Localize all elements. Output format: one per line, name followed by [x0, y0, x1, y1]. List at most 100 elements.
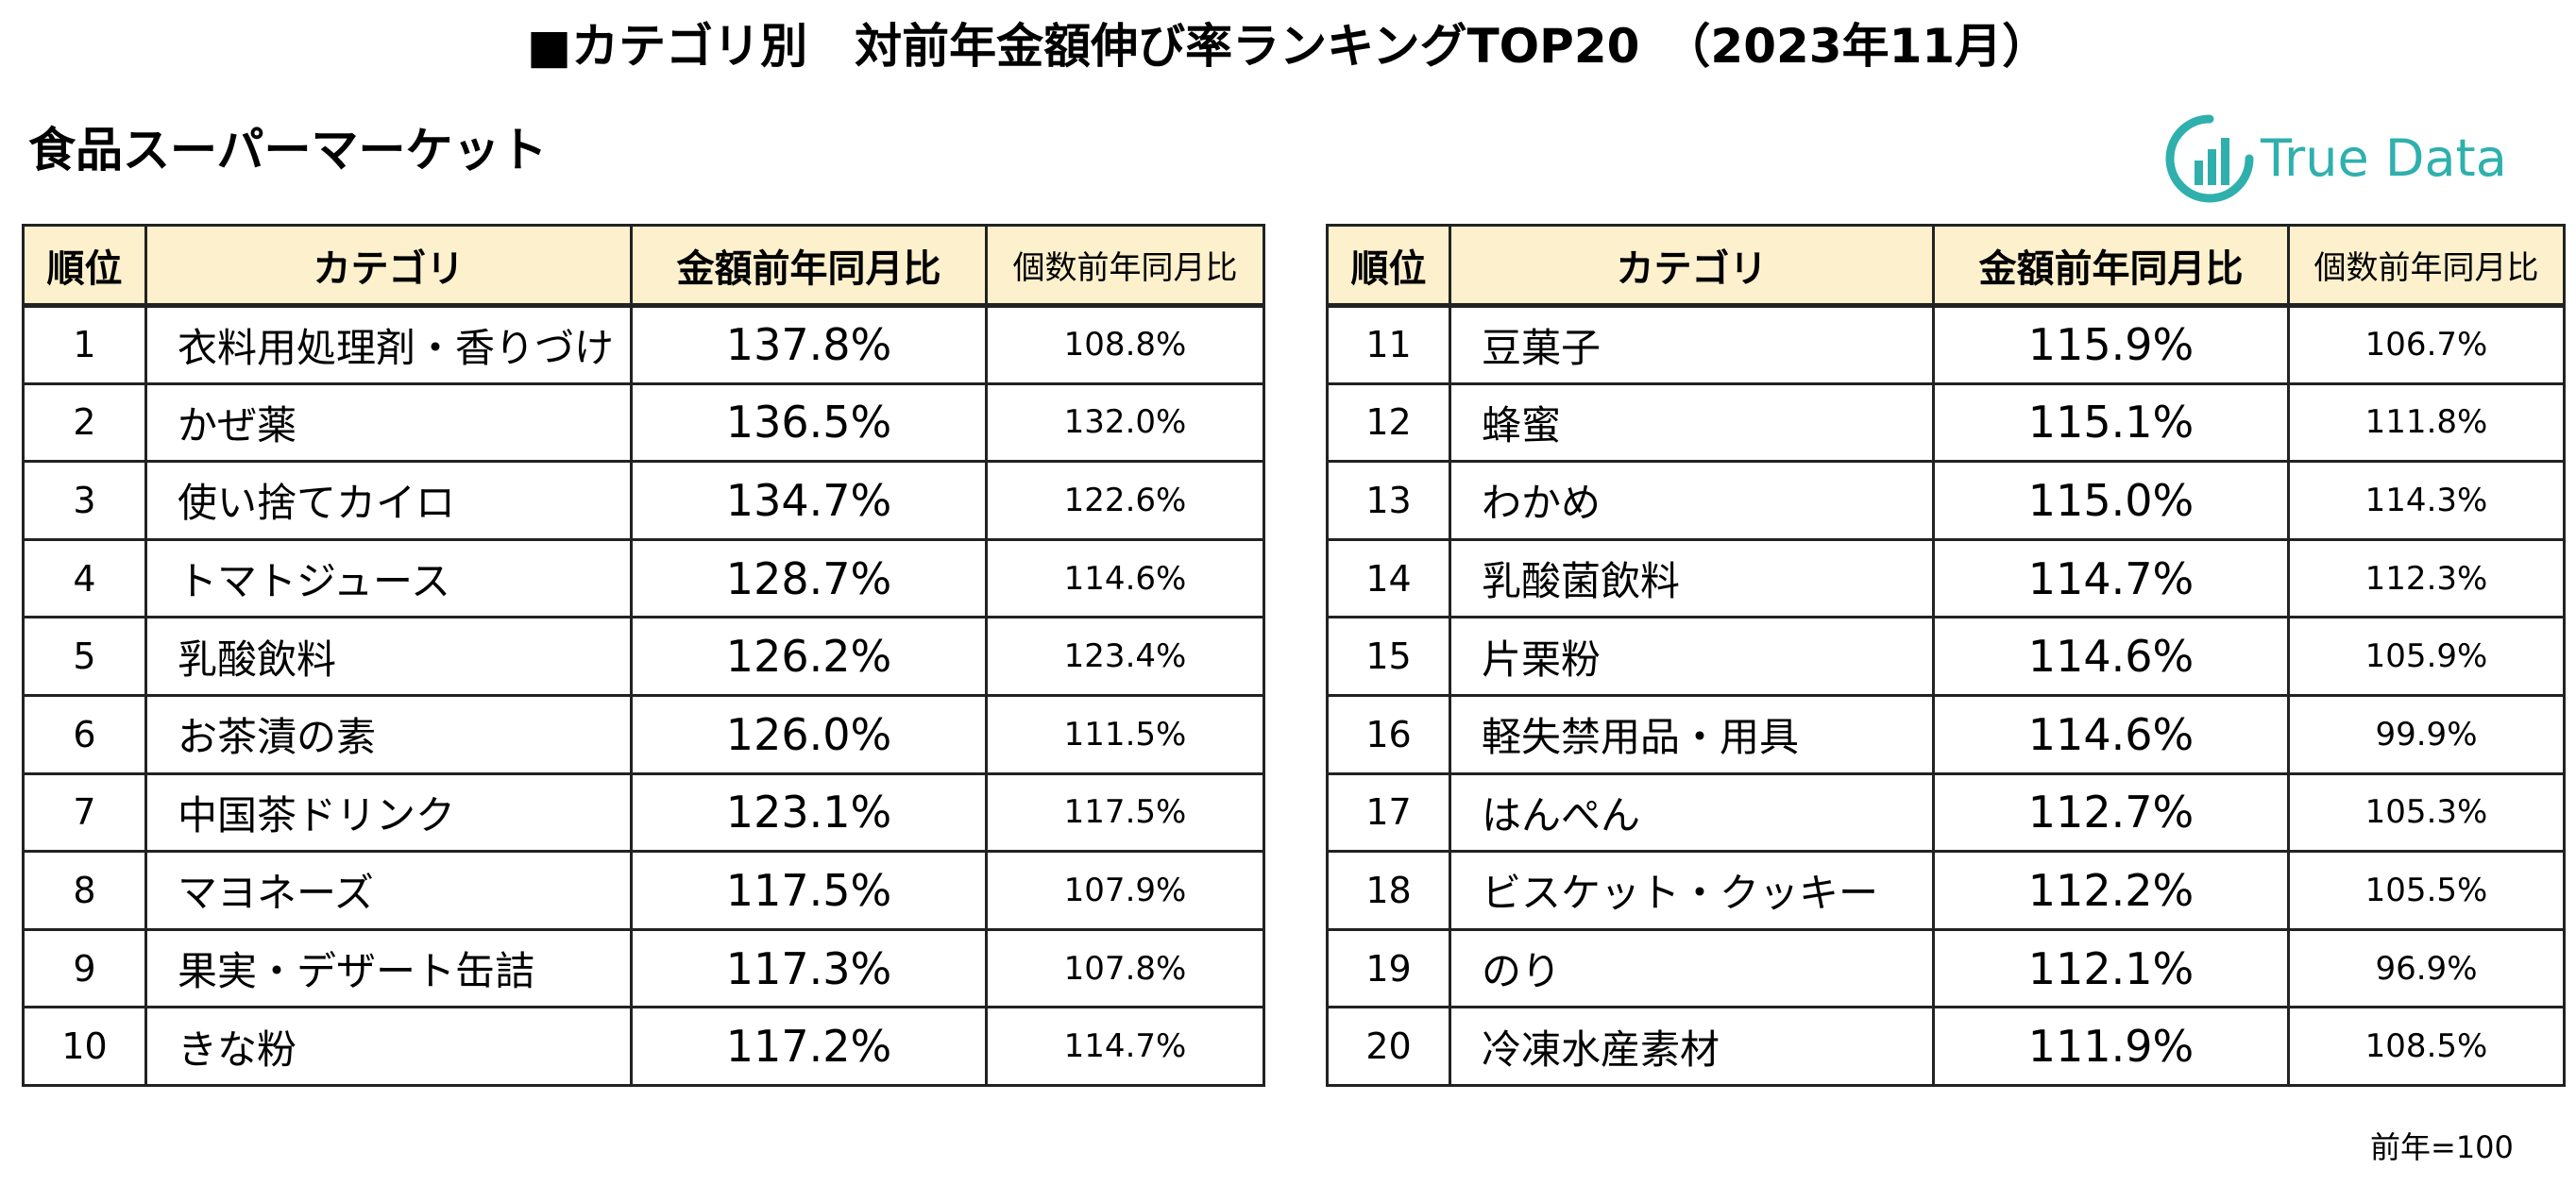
quantity-cell: 108.5% — [2287, 1006, 2566, 1087]
rank-cell: 11 — [1326, 304, 1451, 385]
rank-cell: 20 — [1326, 1006, 1451, 1087]
quantity-cell: 107.9% — [985, 850, 1265, 931]
amount-cell: 111.9% — [1932, 1006, 2290, 1087]
table-row: 1 衣料用処理剤・香りづけ 137.8% 108.8% — [22, 304, 1265, 385]
table-header-row: 順位 カテゴリ 金額前年同月比 個数前年同月比 — [1326, 224, 2566, 308]
table-row: 7 中国茶ドリンク 123.1% 117.5% — [22, 771, 1265, 854]
header-quantity: 個数前年同月比 — [985, 224, 1265, 308]
quantity-cell: 108.8% — [985, 304, 1265, 385]
category-cell: 片栗粉 — [1449, 616, 1935, 697]
header-amount: 金額前年同月比 — [1932, 224, 2290, 308]
table-row: 19 のり 112.1% 96.9% — [1326, 927, 2566, 1009]
table-row: 10 きな粉 117.2% 114.7% — [22, 1006, 1265, 1087]
table-row: 3 使い捨てカイロ 134.7% 122.6% — [22, 460, 1265, 541]
table-row: 9 果実・デザート缶詰 117.3% 107.8% — [22, 927, 1265, 1009]
category-cell: 使い捨てカイロ — [144, 460, 633, 541]
bar-chart-circle-icon — [2165, 114, 2254, 203]
rank-cell: 6 — [22, 693, 147, 775]
quantity-cell: 117.5% — [985, 771, 1265, 854]
quantity-cell: 111.5% — [985, 693, 1265, 775]
rank-cell: 7 — [22, 771, 147, 854]
amount-cell: 115.9% — [1932, 304, 2290, 385]
category-cell: 果実・デザート缶詰 — [144, 927, 633, 1009]
category-cell: 蜂蜜 — [1449, 381, 1935, 464]
quantity-cell: 105.5% — [2287, 850, 2566, 931]
category-cell: 冷凍水産素材 — [1449, 1006, 1935, 1087]
amount-cell: 114.6% — [1932, 693, 2290, 775]
quantity-cell: 111.8% — [2287, 381, 2566, 464]
quantity-cell: 106.7% — [2287, 304, 2566, 385]
amount-cell: 112.1% — [1932, 927, 2290, 1009]
table-row: 2 かぜ薬 136.5% 132.0% — [22, 381, 1265, 464]
amount-cell: 112.2% — [1932, 850, 2290, 931]
category-cell: マヨネーズ — [144, 850, 633, 931]
header-category: カテゴリ — [144, 224, 633, 308]
rank-cell: 19 — [1326, 927, 1451, 1009]
rank-cell: 16 — [1326, 693, 1451, 775]
rank-cell: 1 — [22, 304, 147, 385]
table-row: 17 はんぺん 112.7% 105.3% — [1326, 771, 2566, 854]
header-amount: 金額前年同月比 — [630, 224, 988, 308]
category-cell: はんぺん — [1449, 771, 1935, 854]
table-row: 8 マヨネーズ 117.5% 107.9% — [22, 850, 1265, 931]
rank-cell: 18 — [1326, 850, 1451, 931]
quantity-cell: 114.7% — [985, 1006, 1265, 1087]
category-cell: お茶漬の素 — [144, 693, 633, 775]
amount-cell: 136.5% — [630, 381, 988, 464]
rank-cell: 3 — [22, 460, 147, 541]
amount-cell: 114.6% — [1932, 616, 2290, 697]
table-row: 20 冷凍水産素材 111.9% 108.5% — [1326, 1006, 2566, 1087]
table-row: 5 乳酸飲料 126.2% 123.4% — [22, 616, 1265, 697]
ranking-table-left: 順位 カテゴリ 金額前年同月比 個数前年同月比 1 衣料用処理剤・香りづけ 137.… — [22, 224, 1265, 1087]
amount-cell: 126.2% — [630, 616, 988, 697]
quantity-cell: 112.3% — [2287, 537, 2566, 619]
rank-cell: 15 — [1326, 616, 1451, 697]
category-cell: 衣料用処理剤・香りづけ — [144, 304, 633, 385]
table-row: 6 お茶漬の素 126.0% 111.5% — [22, 693, 1265, 775]
quantity-cell: 107.8% — [985, 927, 1265, 1009]
header-quantity: 個数前年同月比 — [2287, 224, 2566, 308]
amount-cell: 115.1% — [1932, 381, 2290, 464]
amount-cell: 115.0% — [1932, 460, 2290, 541]
table-row: 13 わかめ 115.0% 114.3% — [1326, 460, 2566, 541]
amount-cell: 137.8% — [630, 304, 988, 385]
table-row: 4 トマトジュース 128.7% 114.6% — [22, 537, 1265, 619]
quantity-cell: 114.3% — [2287, 460, 2566, 541]
quantity-cell: 132.0% — [985, 381, 1265, 464]
amount-cell: 123.1% — [630, 771, 988, 854]
amount-cell: 126.0% — [630, 693, 988, 775]
rank-cell: 5 — [22, 616, 147, 697]
rank-cell: 10 — [22, 1006, 147, 1087]
amount-cell: 128.7% — [630, 537, 988, 619]
amount-cell: 117.5% — [630, 850, 988, 931]
logo-text: True Data — [2261, 128, 2507, 188]
rank-cell: 14 — [1326, 537, 1451, 619]
rank-cell: 12 — [1326, 381, 1451, 464]
quantity-cell: 123.4% — [985, 616, 1265, 697]
rank-cell: 8 — [22, 850, 147, 931]
rank-cell: 2 — [22, 381, 147, 464]
base-note: 前年=100 — [2370, 1129, 2514, 1165]
header-category: カテゴリ — [1449, 224, 1935, 308]
amount-cell: 112.7% — [1932, 771, 2290, 854]
table-row: 15 片栗粉 114.6% 105.9% — [1326, 616, 2566, 697]
table-row: 14 乳酸菌飲料 114.7% 112.3% — [1326, 537, 2566, 619]
rank-cell: 17 — [1326, 771, 1451, 854]
true-data-logo: True Data — [2162, 111, 2521, 206]
table-header-row: 順位 カテゴリ 金額前年同月比 個数前年同月比 — [22, 224, 1265, 308]
header-rank: 順位 — [1326, 224, 1451, 308]
table-row: 18 ビスケット・クッキー 112.2% 105.5% — [1326, 850, 2566, 931]
rank-cell: 9 — [22, 927, 147, 1009]
category-cell: わかめ — [1449, 460, 1935, 541]
table-row: 12 蜂蜜 115.1% 111.8% — [1326, 381, 2566, 464]
category-cell: のり — [1449, 927, 1935, 1009]
amount-cell: 134.7% — [630, 460, 988, 541]
category-cell: 軽失禁用品・用具 — [1449, 693, 1935, 775]
rank-cell: 13 — [1326, 460, 1451, 541]
quantity-cell: 96.9% — [2287, 927, 2566, 1009]
category-cell: ビスケット・クッキー — [1449, 850, 1935, 931]
page-title: ■カテゴリ別 対前年金額伸び率ランキングTOP20 （2023年11月） — [526, 19, 2050, 74]
category-cell: 乳酸飲料 — [144, 616, 633, 697]
amount-cell: 117.3% — [630, 927, 988, 1009]
category-cell: 乳酸菌飲料 — [1449, 537, 1935, 619]
